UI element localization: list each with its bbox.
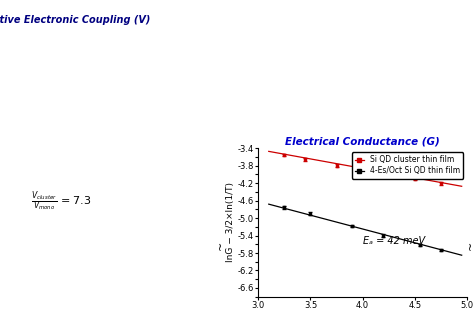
Text: ~: ~: [466, 241, 474, 250]
Y-axis label: lnG − 3/2×ln(1/T): lnG − 3/2×ln(1/T): [226, 183, 235, 262]
Text: Eₐ = 42 meV: Eₐ = 42 meV: [363, 236, 425, 246]
Text: Effective Electronic Coupling (V): Effective Electronic Coupling (V): [0, 15, 151, 25]
Text: $\frac{V_{cluster}}{V_{mono}}$ = 7.3: $\frac{V_{cluster}}{V_{mono}}$ = 7.3: [31, 189, 92, 213]
Title: Electrical Conductance (G): Electrical Conductance (G): [285, 136, 440, 146]
Legend: Si QD cluster thin film, 4-Es/Oct Si QD thin film: Si QD cluster thin film, 4-Es/Oct Si QD …: [352, 152, 463, 179]
Text: ~: ~: [216, 241, 226, 250]
Text: Eₐ = 34 meV: Eₐ = 34 meV: [368, 167, 430, 176]
